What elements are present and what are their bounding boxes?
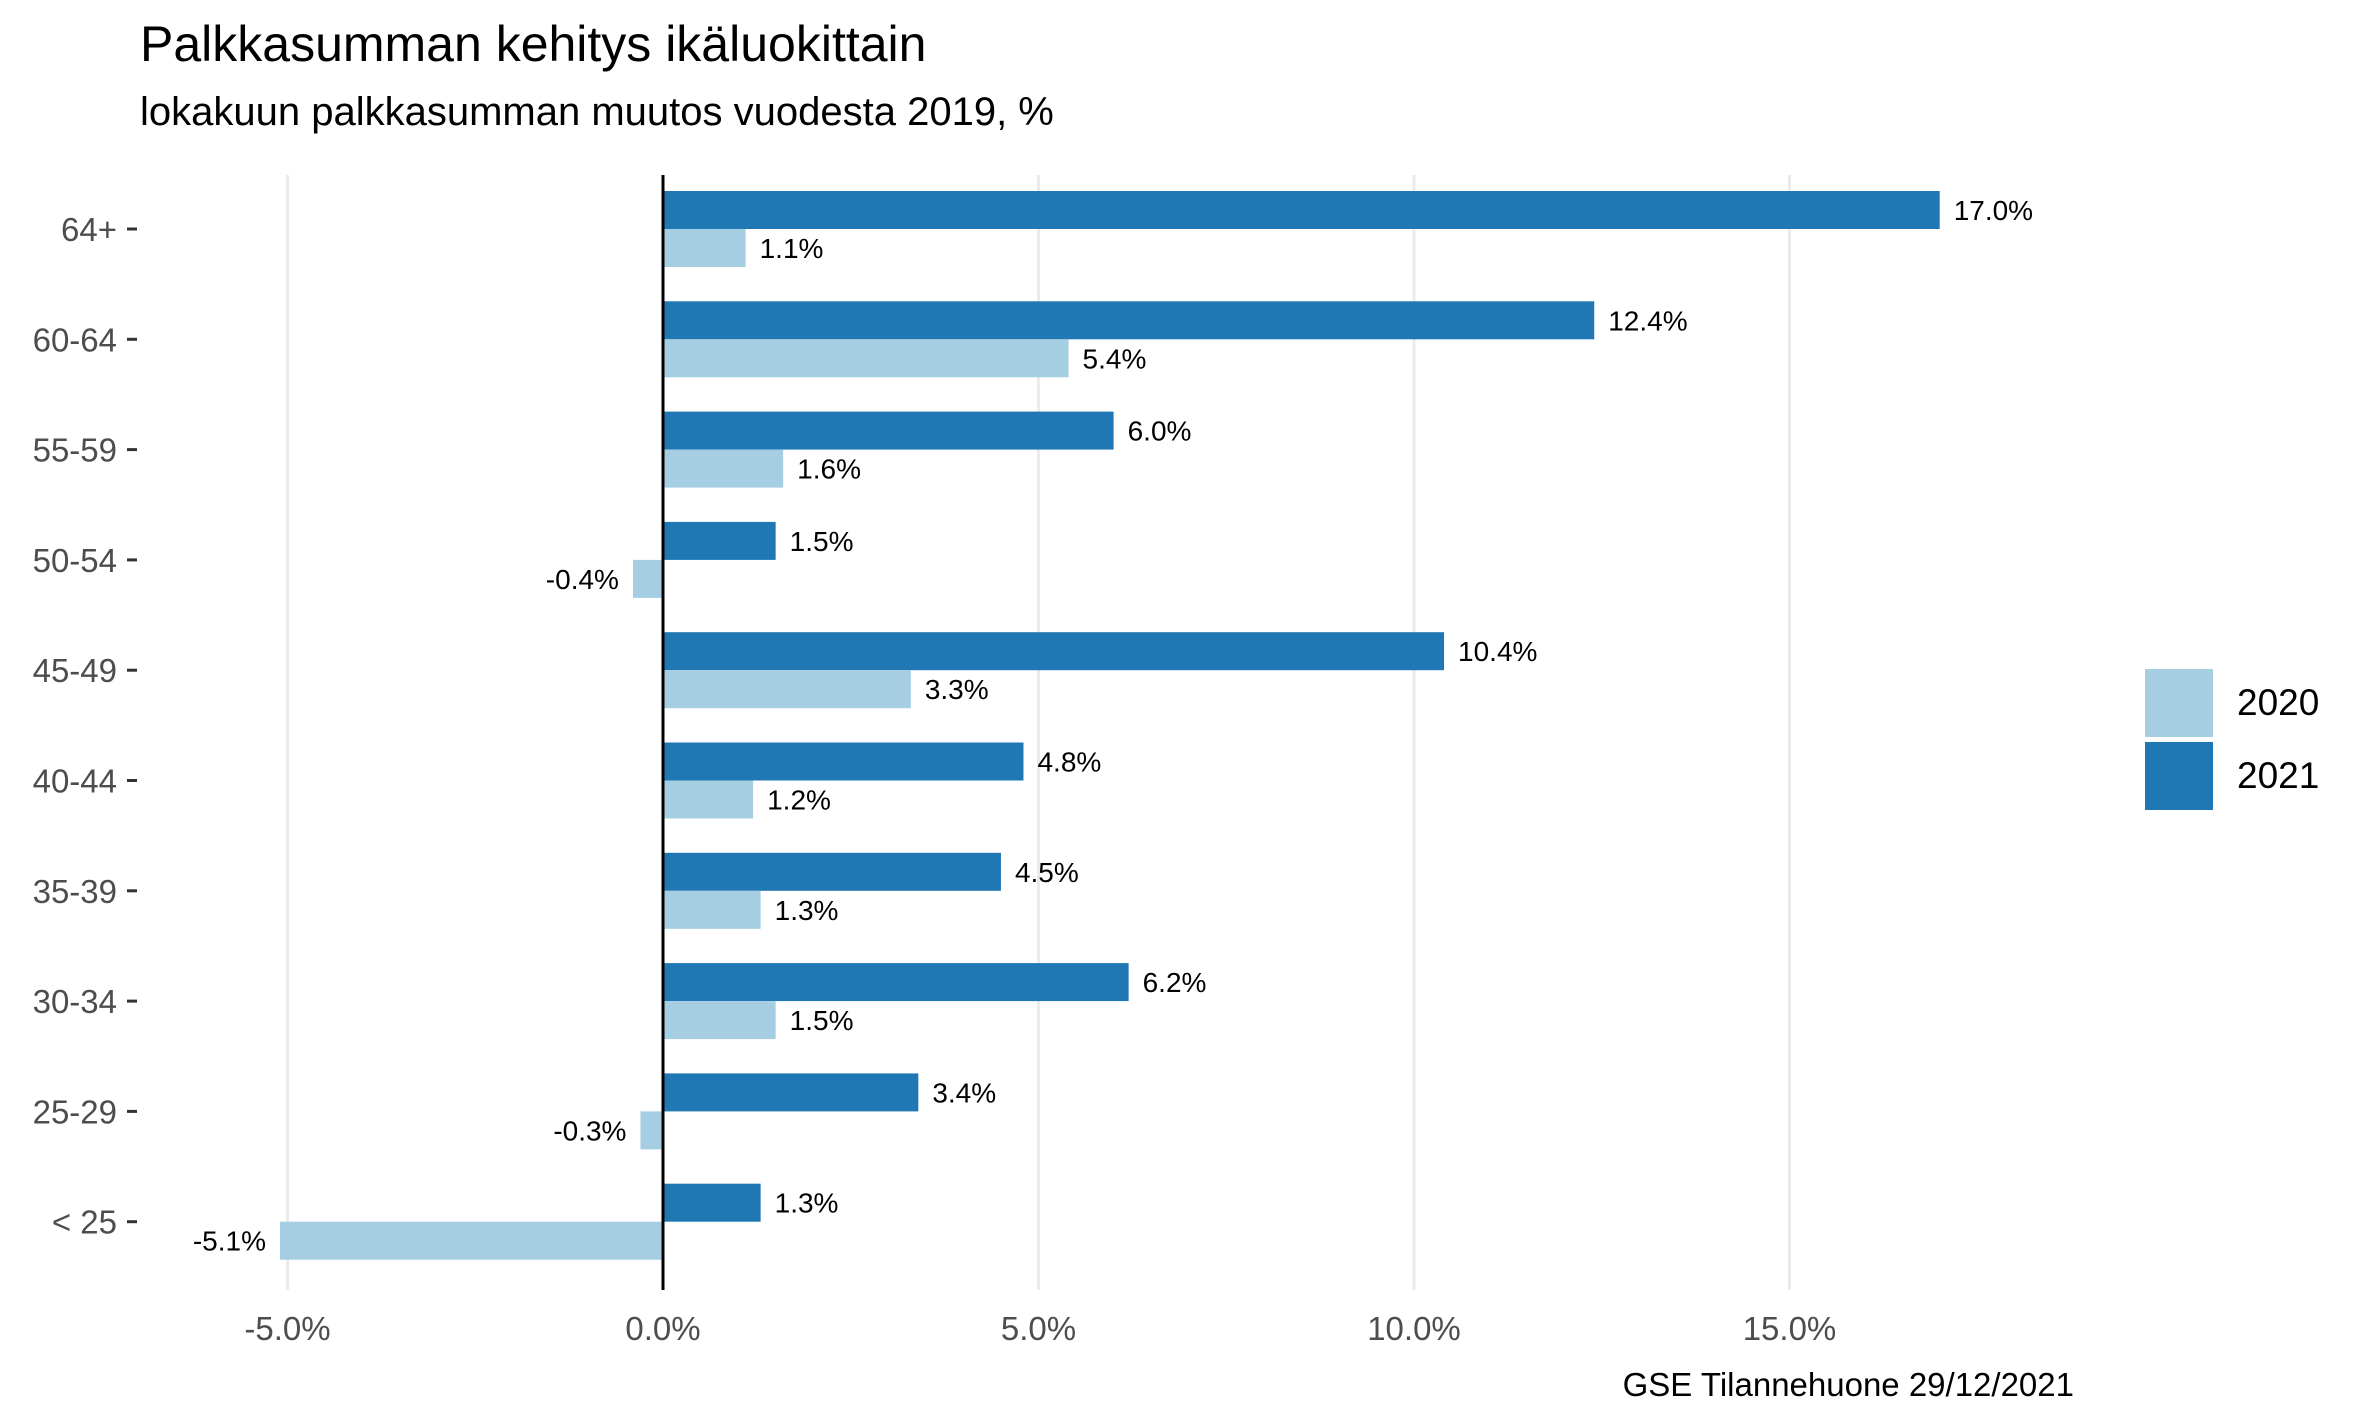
bar-2021-7 bbox=[663, 963, 1129, 1002]
bar-2020-6 bbox=[663, 890, 761, 929]
data-label: 6.2% bbox=[1143, 967, 1207, 998]
data-label: 6.0% bbox=[1128, 416, 1192, 447]
data-label: 1.5% bbox=[790, 526, 854, 557]
bar-2021-5 bbox=[663, 742, 1024, 781]
data-label: 1.2% bbox=[767, 785, 831, 816]
x-tick-label: 15.0% bbox=[1743, 1310, 1837, 1347]
data-label: -0.4% bbox=[546, 564, 619, 595]
data-label: -5.1% bbox=[193, 1226, 266, 1257]
bar-2020-2 bbox=[663, 449, 784, 488]
y-tick-label: 64+ bbox=[61, 211, 117, 248]
bar-2020-5 bbox=[663, 780, 754, 819]
y-tick-label: < 25 bbox=[52, 1204, 117, 1241]
data-label: -0.3% bbox=[553, 1115, 626, 1146]
data-label: 1.5% bbox=[790, 1005, 854, 1036]
data-label: 1.3% bbox=[775, 895, 839, 926]
y-tick-label: 35-39 bbox=[33, 873, 117, 910]
bar-2020-3 bbox=[632, 559, 663, 598]
y-tick-label: 45-49 bbox=[33, 652, 117, 689]
legend-label: 2021 bbox=[2237, 754, 2320, 796]
bar-2020-7 bbox=[663, 1001, 776, 1040]
data-label: 5.4% bbox=[1083, 343, 1147, 374]
x-tick-label: 0.0% bbox=[625, 1310, 700, 1347]
data-label: 1.6% bbox=[797, 454, 861, 485]
data-label: 10.4% bbox=[1458, 636, 1537, 667]
data-label: 1.3% bbox=[775, 1188, 839, 1219]
y-tick-label: 55-59 bbox=[33, 432, 117, 469]
y-tick-label: 60-64 bbox=[33, 321, 117, 358]
bar-2020-0 bbox=[663, 229, 746, 267]
y-tick-label: 25-29 bbox=[33, 1093, 117, 1130]
bar-2021-3 bbox=[663, 521, 776, 560]
data-label: 3.4% bbox=[932, 1077, 996, 1108]
chart-subtitle: lokakuun palkkasumman muutos vuodesta 20… bbox=[140, 90, 1054, 134]
data-label: 3.3% bbox=[925, 674, 989, 705]
data-label: 17.0% bbox=[1954, 195, 2033, 226]
legend-item-2021: 2021 bbox=[2145, 739, 2319, 812]
y-tick-label: 40-44 bbox=[33, 763, 117, 800]
legend-item-2020: 2020 bbox=[2145, 666, 2319, 739]
bar-2021-0 bbox=[663, 191, 1940, 229]
legend-key bbox=[2145, 668, 2213, 737]
y-axis: 64+ 60-64 55-59 50-54 45-49 40-44 35-39 30-34 25… bbox=[33, 211, 137, 1241]
bar-2021-9 bbox=[663, 1183, 761, 1222]
data-label: 12.4% bbox=[1608, 305, 1687, 336]
data-labels: 17.0% 1.1% 12.4% 5.4% 6.0% 1.6% 1.5% -0.4% 10.4%… bbox=[193, 195, 2033, 1257]
bar-2021-2 bbox=[663, 411, 1114, 450]
legend: 2020 2021 bbox=[2145, 666, 2319, 812]
legend-key bbox=[2145, 741, 2213, 810]
bar-2021-1 bbox=[663, 301, 1595, 340]
data-label: 1.1% bbox=[760, 233, 824, 264]
x-tick-label: 5.0% bbox=[1001, 1310, 1076, 1347]
bar-2020-9 bbox=[279, 1221, 663, 1260]
y-tick-label: 30-34 bbox=[33, 983, 117, 1020]
x-axis: -5.0% 0.0% 5.0% 10.0% 15.0% bbox=[244, 1310, 1836, 1347]
bar-2020-4 bbox=[663, 670, 911, 709]
bar-2021-8 bbox=[663, 1073, 919, 1112]
bar-2021-6 bbox=[663, 852, 1001, 891]
data-label: 4.8% bbox=[1037, 747, 1101, 778]
x-tick-label: 10.0% bbox=[1367, 1310, 1461, 1347]
bar-2020-8 bbox=[640, 1111, 663, 1150]
data-label: 4.5% bbox=[1015, 857, 1079, 888]
bar-2021-4 bbox=[663, 632, 1445, 671]
bar-2020-1 bbox=[663, 339, 1069, 378]
x-tick-label: -5.0% bbox=[244, 1310, 330, 1347]
legend-label: 2020 bbox=[2237, 681, 2320, 723]
chart-title: Palkkasumman kehitys ikäluokittain bbox=[140, 16, 927, 72]
bars bbox=[279, 191, 1940, 1260]
gridlines bbox=[286, 175, 1791, 1290]
chart-caption: GSE Tilannehuone 29/12/2021 bbox=[1622, 1366, 2074, 1403]
y-tick-label: 50-54 bbox=[33, 542, 117, 579]
